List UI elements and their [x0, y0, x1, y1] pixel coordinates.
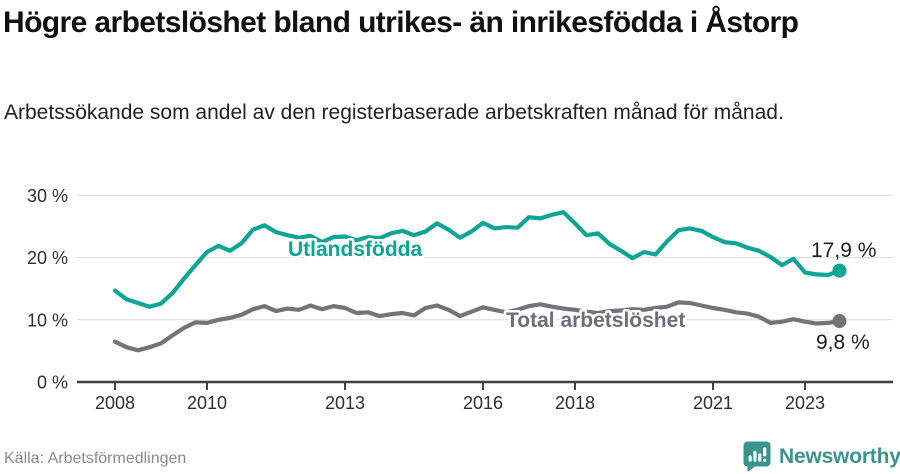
series-end-dot-1 — [832, 314, 847, 329]
series-label-utlandsfodda: Utlandsfödda — [288, 238, 422, 261]
line-chart: 0 % 10 % 20 % 30 % 2008 2010 2013 2016 2018 2021 2… — [27, 186, 893, 413]
x-tick-label-2021: 2021 — [693, 393, 733, 413]
series-line-0 — [112, 210, 842, 309]
page-subtitle: Arbetssökande som andel av den registerb… — [4, 101, 784, 124]
y-tick-label-0: 0 % — [37, 373, 68, 393]
y-tick-label-30: 30 % — [27, 186, 68, 206]
x-tick-label-2008: 2008 — [95, 393, 135, 413]
series-line-1 — [112, 300, 842, 353]
axis-layer: 0 % 10 % 20 % 30 % 2008 2010 2013 2016 2018 2021 2… — [27, 186, 893, 413]
logo-wordmark: Newsworthy — [779, 444, 900, 468]
newsworthy-logo: Newsworthy — [742, 440, 900, 473]
x-tick-label-2018: 2018 — [555, 393, 595, 413]
end-value-label-utlandsfodda: 17,9 % — [811, 239, 876, 262]
series-label-total-arbetsloshet: Total arbetslöshet — [506, 309, 685, 332]
end-value-label-total: 9,8 % — [816, 331, 870, 354]
x-tick-label-2010: 2010 — [187, 393, 227, 413]
source-note: Källa: Arbetsförmedlingen — [4, 450, 187, 467]
series-end-dot-0 — [832, 263, 847, 278]
y-tick-label-10: 10 % — [27, 310, 68, 330]
bar-chart-speech-bubble-icon — [743, 441, 771, 472]
x-tick-label-2016: 2016 — [463, 393, 503, 413]
y-tick-label-20: 20 % — [27, 248, 68, 268]
page-title: Högre arbetslöshet bland utrikes- än inr… — [3, 6, 799, 39]
x-tick-label-2013: 2013 — [325, 393, 365, 413]
series-layer — [112, 210, 847, 353]
x-tick-label-2023: 2023 — [785, 393, 825, 413]
